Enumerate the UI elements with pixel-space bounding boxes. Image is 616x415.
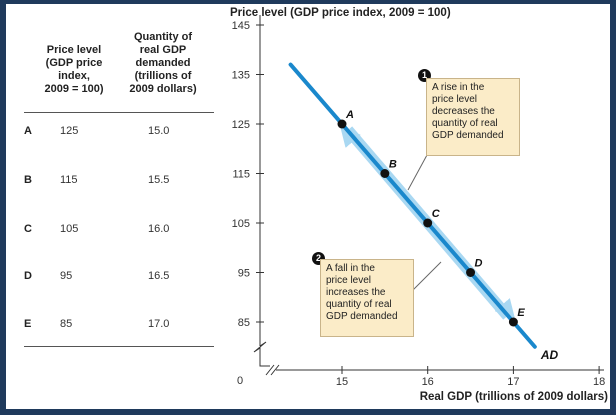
data-point-label: B xyxy=(389,159,397,171)
data-point-label: D xyxy=(475,258,483,270)
figure-panel xyxy=(6,4,610,409)
y-tick-label: 95 xyxy=(238,268,250,280)
callout-rise-leader xyxy=(407,154,428,191)
row-quantity: 16.0 xyxy=(148,223,170,235)
ad-curve xyxy=(288,62,537,349)
row-price: 125 xyxy=(60,125,79,137)
row-quantity: 17.0 xyxy=(148,318,170,330)
callout-fall: A fall in the price level increases the … xyxy=(320,259,414,337)
data-point xyxy=(380,169,390,178)
axes: 85 95 105 115 125 135 145 15 16 17 18 xyxy=(232,15,605,388)
data-point-label: C xyxy=(432,208,441,220)
y-tick-label: 145 xyxy=(232,20,250,32)
row-quantity: 15.0 xyxy=(148,125,170,137)
x-tick-label: 18 xyxy=(593,376,605,388)
x-axis-break xyxy=(265,364,280,376)
x-tick-label: 16 xyxy=(422,376,434,388)
data-point xyxy=(337,119,347,129)
table-bottom-rule xyxy=(24,346,214,347)
x-tick-label: 17 xyxy=(507,376,519,388)
row-label: C xyxy=(24,223,32,235)
y-tick-label: 125 xyxy=(232,119,250,131)
y-axis-break xyxy=(253,341,270,367)
data-point-label: E xyxy=(517,307,525,319)
row-price: 105 xyxy=(60,223,79,235)
table-header-quantity: Quantity of real GDP demanded (trillions… xyxy=(129,31,197,95)
ad-curve-label: AD xyxy=(540,348,559,362)
row-label: B xyxy=(24,174,32,186)
y-tick-label: 105 xyxy=(232,218,250,230)
data-point xyxy=(423,218,433,228)
callout-fall-leader xyxy=(412,261,442,291)
row-quantity: 16.5 xyxy=(148,270,170,282)
origin-label: 0 xyxy=(237,375,243,387)
row-label: A xyxy=(24,125,32,137)
row-label: E xyxy=(24,318,32,330)
y-tick-label: 115 xyxy=(232,169,250,181)
row-price: 115 xyxy=(60,174,78,186)
table-top-rule xyxy=(24,112,214,113)
row-label: D xyxy=(24,270,32,282)
x-tick-label: 15 xyxy=(336,376,348,388)
row-price: 95 xyxy=(60,270,73,282)
y-tick-label: 135 xyxy=(232,70,250,82)
y-axis-label: Price level (GDP price index, 2009 = 100… xyxy=(230,7,451,19)
x-axis-label: Real GDP (trillions of 2009 dollars) xyxy=(420,391,608,403)
table-header-price: Price level (GDP price index, 2009 = 100… xyxy=(44,44,104,95)
callout-rise: A rise in the price level decreases the … xyxy=(426,78,520,156)
row-price: 85 xyxy=(60,318,73,330)
row-quantity: 15.5 xyxy=(148,174,170,186)
data-point xyxy=(508,317,518,327)
data-point xyxy=(466,268,476,277)
data-point-label: A xyxy=(345,109,354,121)
chart-marks: AD A B C D E xyxy=(288,62,559,362)
y-tick-label: 85 xyxy=(238,317,250,329)
